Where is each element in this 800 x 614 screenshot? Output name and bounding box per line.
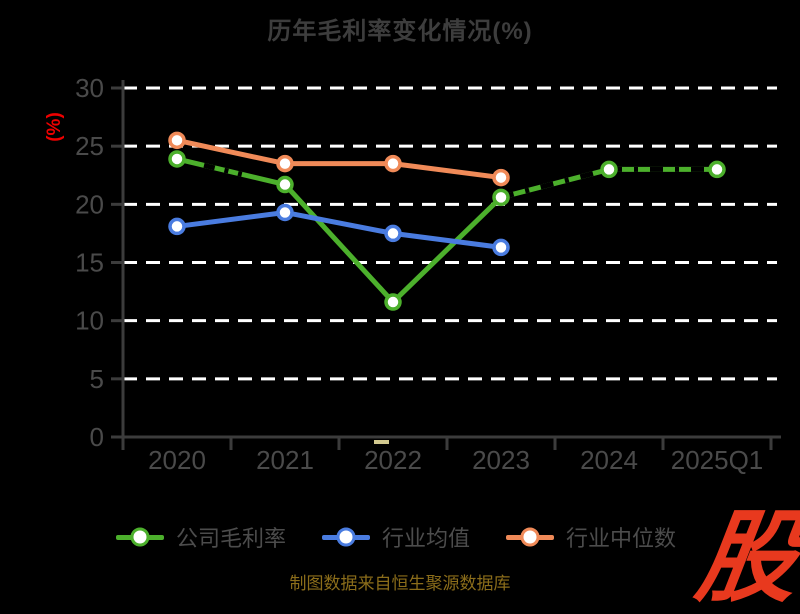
series-line	[174, 156, 720, 305]
data-point	[276, 175, 294, 194]
data-point	[168, 217, 186, 236]
data-point	[384, 224, 402, 243]
line-marker-icon	[322, 526, 371, 548]
legend-item-company-gross-margin[interactable]: 公司毛利率	[116, 521, 286, 553]
chart-canvas: 历年毛利率变化情况(%) (%) 0 5 10 15 20 25 30 2020 2021 202…	[43, 18, 800, 614]
line-marker-icon	[116, 526, 164, 548]
legend-label: 公司毛利率	[176, 526, 287, 551]
data-point	[276, 154, 294, 173]
data-point	[708, 160, 726, 179]
y-tick-label: 30	[75, 73, 104, 103]
legend-label: 行业中位数	[566, 526, 677, 551]
y-tick-label: 0	[90, 422, 104, 452]
data-point	[384, 154, 402, 173]
data-point	[492, 238, 510, 257]
x-tick-label: 2022	[364, 445, 422, 475]
dash-overlay	[203, 162, 243, 177]
line-chart: 0 5 10 15 20 25 30 2020 2021 2022 2023 2024 2025Q1	[75, 73, 781, 475]
x-tick-label: 2021	[256, 445, 314, 475]
chart-title: 历年毛利率变化情况(%)	[267, 18, 533, 45]
data-point	[492, 188, 510, 207]
y-tick-label: 5	[90, 364, 104, 394]
data-point	[168, 131, 186, 150]
x-tick-label: 2024	[580, 445, 638, 475]
y-tick-label: 15	[75, 248, 104, 278]
x-tick-label: 2020	[148, 445, 206, 475]
line-marker-icon	[506, 526, 555, 548]
legend-item-industry-average[interactable]: 行业均值	[322, 521, 470, 553]
data-point	[384, 293, 402, 311]
series-line	[174, 209, 504, 250]
legend-item-industry-median[interactable]: 行业中位数	[506, 521, 676, 553]
dash-overlay	[500, 167, 610, 200]
y-tick-label: 25	[75, 131, 104, 161]
y-tick-label: 10	[75, 306, 104, 336]
decor-dash	[374, 440, 389, 444]
data-point	[276, 203, 294, 222]
legend-label: 行业均值	[382, 526, 471, 551]
x-tick-label: 2025Q1	[671, 445, 764, 475]
data-point	[168, 150, 186, 168]
y-tick-label: 20	[75, 189, 104, 219]
stock-logo: 股	[690, 502, 800, 614]
data-source-caption: 制图数据来自恒生聚源数据库	[289, 574, 511, 593]
series-line	[174, 137, 504, 181]
x-tick-label: 2023	[472, 445, 530, 475]
data-point	[600, 160, 618, 179]
data-point	[492, 168, 510, 187]
legend: 公司毛利率 行业均值 行业中位数	[116, 521, 676, 553]
